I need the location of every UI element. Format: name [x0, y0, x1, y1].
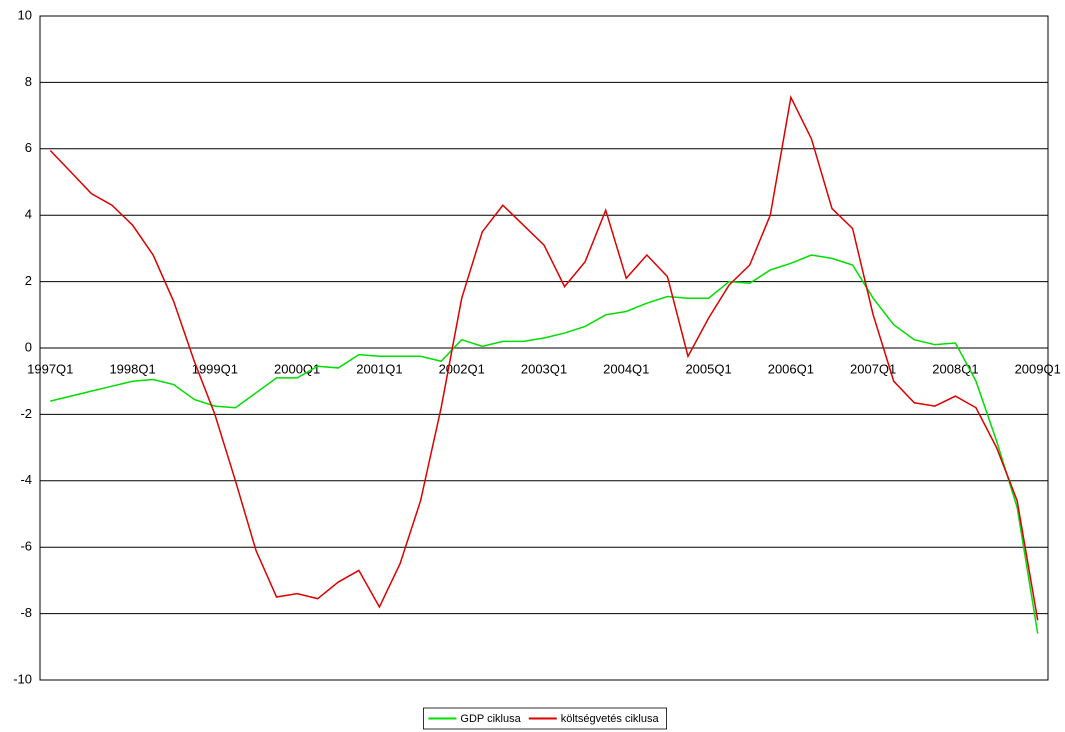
x-tick-label: 1997Q1 [27, 361, 73, 376]
x-tick-label: 2007Q1 [850, 361, 896, 376]
legend-label: GDP ciklusa [460, 713, 521, 725]
data-line [49, 94, 1039, 621]
x-tick-label: 2006Q1 [768, 361, 814, 376]
x-tick-label: 2005Q1 [685, 361, 731, 376]
x-tick-label: 2003Q1 [521, 361, 567, 376]
y-tick-label: 0 [25, 339, 32, 354]
y-tick-label: -8 [20, 605, 32, 620]
y-tick-label: 8 [25, 74, 32, 89]
x-tick-label: 2004Q1 [603, 361, 649, 376]
y-tick-label: -4 [20, 472, 32, 487]
legend-label: költségvetés ciklusa [561, 713, 660, 725]
x-tick-label: 1999Q1 [192, 361, 238, 376]
x-tick-label: 2002Q1 [439, 361, 485, 376]
y-tick-label: 4 [25, 207, 32, 222]
y-tick-label: -10 [13, 671, 32, 686]
x-tick-label: 2009Q1 [1015, 361, 1061, 376]
data-line [50, 254, 1039, 634]
x-tick-label: 2001Q1 [356, 361, 402, 376]
y-tick-label: -6 [20, 539, 32, 554]
y-tick-label: 10 [18, 7, 32, 22]
y-tick-label: 2 [25, 273, 32, 288]
y-tick-label: -2 [20, 406, 32, 421]
y-tick-label: 6 [25, 140, 32, 155]
x-tick-label: 2000Q1 [274, 361, 320, 376]
x-tick-label: 1998Q1 [109, 361, 155, 376]
legend: GDP ciklusa költségvetés ciklusa [423, 707, 667, 730]
